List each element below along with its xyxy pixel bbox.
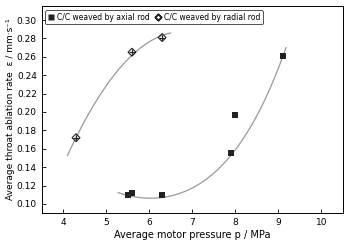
Point <box>159 193 165 197</box>
Legend: C/C weaved by axial rod, C/C weaved by radial rod: C/C weaved by axial rod, C/C weaved by r… <box>45 10 263 24</box>
X-axis label: Average motor pressure p / MPa: Average motor pressure p / MPa <box>114 230 270 240</box>
Point <box>159 35 165 39</box>
Point <box>129 50 135 54</box>
Point <box>129 50 135 54</box>
Point <box>232 113 238 117</box>
Point <box>73 136 79 140</box>
Point <box>228 151 234 155</box>
Point <box>159 35 165 39</box>
Y-axis label: Average throat ablation rate  ε / mm·s⁻¹: Average throat ablation rate ε / mm·s⁻¹ <box>6 19 15 200</box>
Point <box>280 54 285 58</box>
Point <box>125 193 131 197</box>
Point <box>129 191 135 195</box>
Point <box>73 136 79 140</box>
